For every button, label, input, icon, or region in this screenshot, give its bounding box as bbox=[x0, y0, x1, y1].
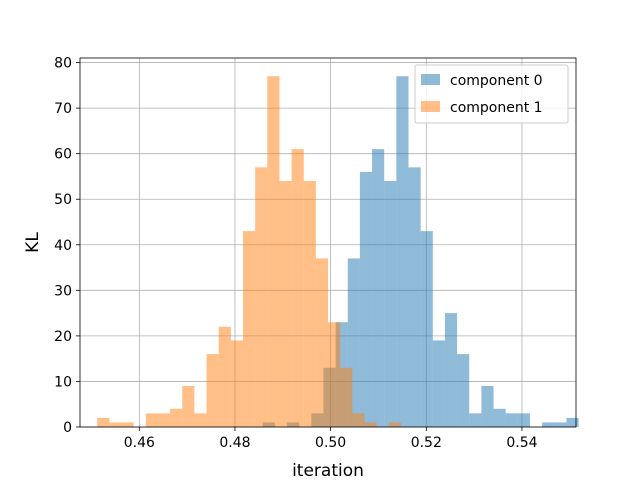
histogram-bar-component-1 bbox=[328, 322, 341, 427]
legend-label-component-0: component 0 bbox=[450, 73, 543, 89]
y-axis-title: KL bbox=[23, 232, 43, 253]
y-tick-label: 70 bbox=[54, 101, 72, 117]
legend-label-component-1: component 1 bbox=[450, 100, 543, 116]
histogram-bar-component-0 bbox=[469, 413, 482, 427]
histogram-bar-component-1 bbox=[194, 413, 207, 427]
y-tick-label: 0 bbox=[63, 420, 72, 436]
y-tick-label: 20 bbox=[54, 329, 72, 345]
y-tick-label: 50 bbox=[54, 192, 72, 208]
histogram-bar-component-1 bbox=[145, 413, 158, 427]
histogram-bar-component-1 bbox=[109, 422, 122, 427]
histogram-bar-component-0 bbox=[372, 149, 385, 427]
legend-swatch-component-1 bbox=[421, 101, 440, 112]
histogram-bar-component-1 bbox=[267, 76, 280, 427]
histogram-bar-component-0 bbox=[481, 386, 494, 427]
y-tick-label: 40 bbox=[54, 238, 72, 254]
histogram-bar-component-1 bbox=[364, 422, 377, 427]
histogram-bar-component-1 bbox=[291, 149, 304, 427]
histogram-bar-component-0 bbox=[384, 181, 397, 427]
histogram-bar-component-1 bbox=[303, 181, 316, 427]
histogram-bar-component-1 bbox=[352, 413, 365, 427]
histogram-bar-component-1 bbox=[230, 340, 244, 427]
histogram-bar-component-0 bbox=[396, 76, 409, 427]
histogram-bar-component-0 bbox=[432, 340, 445, 427]
histogram-bar-component-0 bbox=[457, 354, 470, 427]
histogram-bar-component-1 bbox=[218, 326, 231, 427]
histogram-bar-component-1 bbox=[279, 181, 292, 427]
plot-frame bbox=[79, 57, 577, 428]
histogram-bar-component-1 bbox=[206, 354, 219, 427]
histogram-bar-component-1 bbox=[97, 417, 110, 427]
x-tick-label: 0.54 bbox=[506, 435, 537, 451]
y-tick-label: 10 bbox=[54, 374, 72, 390]
histogram-bar-component-0 bbox=[359, 171, 373, 427]
x-axis-title: iteration bbox=[292, 461, 364, 480]
histogram-bar-component-1 bbox=[388, 422, 401, 427]
histogram-bar-component-0 bbox=[566, 417, 579, 427]
x-tick-label: 0.48 bbox=[219, 435, 250, 451]
legend: component 0 component 1 bbox=[414, 64, 569, 124]
histogram-bar-component-0 bbox=[420, 231, 433, 427]
histogram-bar-component-0 bbox=[493, 408, 506, 427]
histogram-bar-component-0 bbox=[517, 413, 530, 427]
histogram-bar-component-1 bbox=[255, 167, 268, 428]
histogram-bar-component-1 bbox=[315, 258, 329, 427]
y-axis-ticks: 0 10 20 30 40 50 60 70 80 bbox=[54, 56, 80, 436]
histogram-bar-component-1 bbox=[170, 408, 183, 427]
y-tick-label: 80 bbox=[54, 56, 72, 72]
histogram-bar-component-0 bbox=[408, 167, 421, 428]
histogram-bar-component-1 bbox=[340, 367, 353, 427]
x-tick-label: 0.50 bbox=[315, 435, 346, 451]
histogram-bar-component-1 bbox=[157, 413, 171, 427]
histogram-bar-component-0 bbox=[554, 422, 567, 427]
histogram-bar-component-0 bbox=[542, 422, 555, 427]
histogram-bar-component-0 bbox=[505, 413, 518, 427]
x-tick-label: 0.46 bbox=[124, 435, 155, 451]
histogram-bar-component-1 bbox=[121, 422, 134, 427]
histogram-bar-component-0 bbox=[444, 313, 458, 427]
histogram-bar-component-1 bbox=[182, 386, 195, 427]
x-axis-ticks: 0.46 0.48 0.50 0.52 0.54 bbox=[124, 427, 538, 451]
y-tick-label: 30 bbox=[54, 283, 72, 299]
x-tick-label: 0.52 bbox=[411, 435, 442, 451]
legend-swatch-component-0 bbox=[421, 74, 440, 85]
histogram-bars bbox=[97, 76, 579, 428]
histogram-bar-component-1 bbox=[243, 231, 256, 427]
legend-box bbox=[414, 64, 569, 124]
y-tick-label: 60 bbox=[54, 147, 72, 163]
